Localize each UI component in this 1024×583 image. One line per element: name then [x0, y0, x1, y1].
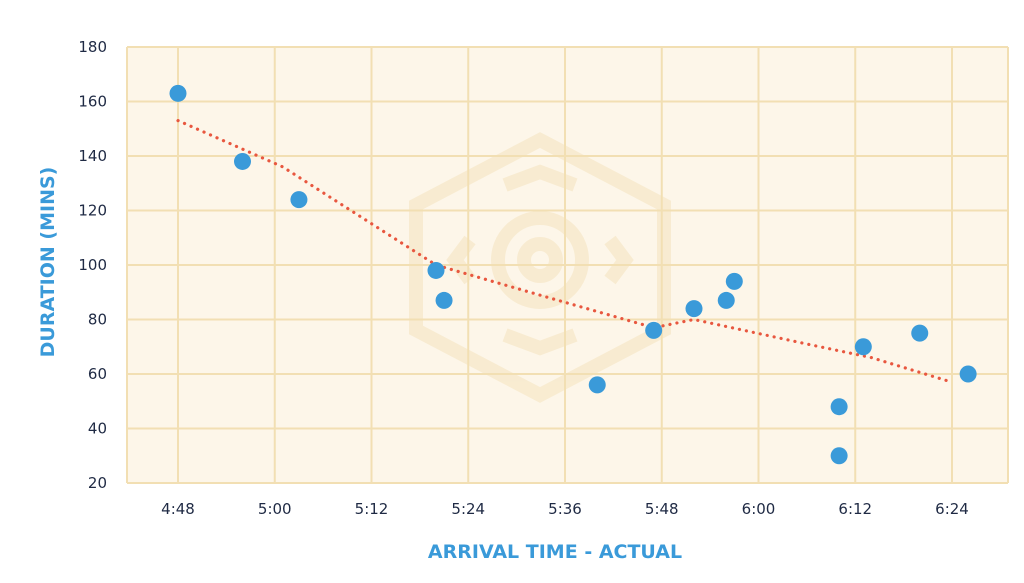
data-points [169, 84, 977, 465]
scatter-point [645, 321, 663, 339]
y-tick-label: 160 [78, 93, 107, 111]
y-tick-labels: 20 40 60 80 100 120 140 160 180 [78, 38, 107, 492]
y-tick-label: 60 [88, 365, 107, 383]
x-tick-label: 5:36 [548, 500, 582, 518]
scatter-point [234, 152, 251, 170]
x-tick-labels: 4:48 5:00 5:12 5:24 5:36 5:48 6:00 6:12 6:24 [161, 500, 969, 518]
grid-lines [126, 46, 1009, 484]
trendline [176, 118, 954, 384]
scatter-point [435, 291, 453, 309]
scatter-point [830, 398, 848, 416]
scatter-point [725, 272, 743, 290]
watermark-logo [409, 132, 671, 403]
y-tick-label: 100 [78, 256, 107, 274]
scatter-point [685, 300, 703, 318]
x-tick-label: 5:48 [645, 500, 679, 518]
x-tick-label: 6:24 [935, 500, 969, 518]
scatter-point [427, 261, 445, 279]
x-tick-label: 4:48 [161, 500, 195, 518]
scatter-point [959, 365, 977, 383]
y-tick-label: 40 [88, 420, 107, 438]
y-tick-label: 140 [78, 147, 107, 165]
y-axis-title: DURATION (MINS) [37, 167, 59, 358]
x-tick-label: 6:12 [838, 500, 872, 518]
scatter-point [911, 324, 929, 342]
x-tick-label: 6:00 [742, 500, 776, 518]
x-tick-label: 5:00 [258, 500, 292, 518]
y-tick-label: 180 [78, 38, 107, 56]
y-tick-label: 80 [88, 311, 107, 329]
y-tick-label: 120 [78, 202, 107, 220]
scatter-point [717, 291, 735, 309]
scatter-point [830, 447, 848, 465]
x-axis-title: ARRIVAL TIME - ACTUAL [428, 541, 682, 563]
scatter-point [290, 191, 308, 209]
scatter-point [169, 84, 187, 102]
y-tick-label: 20 [88, 474, 107, 492]
scatter-point [588, 376, 606, 394]
scatter-point [854, 338, 872, 356]
x-tick-label: 5:12 [355, 500, 389, 518]
x-tick-label: 5:24 [451, 500, 485, 518]
trendline-layer [176, 118, 954, 384]
